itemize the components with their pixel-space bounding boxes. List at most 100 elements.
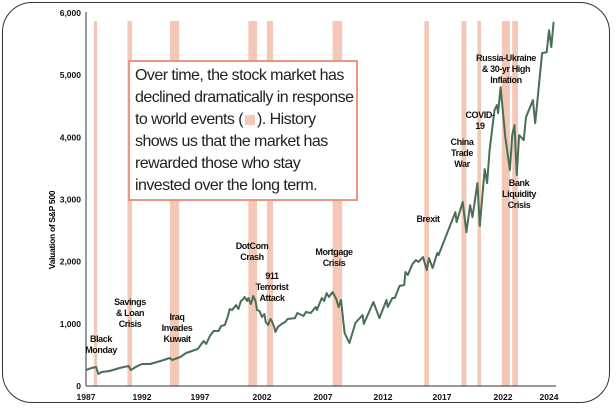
- data-point: [246, 300, 248, 302]
- data-point: [326, 292, 328, 294]
- data-point: [422, 256, 424, 258]
- data-point: [499, 86, 502, 88]
- event-band: [512, 21, 518, 386]
- data-point: [237, 308, 240, 310]
- data-point: [273, 326, 275, 328]
- data-point: [407, 274, 409, 276]
- data-point: [250, 303, 252, 305]
- data-point: [108, 370, 111, 372]
- data-point: [261, 316, 263, 318]
- data-point: [387, 306, 389, 308]
- data-point: [476, 182, 478, 184]
- event-band: [424, 21, 430, 386]
- data-point: [426, 269, 428, 271]
- data-point: [101, 371, 103, 373]
- data-point: [493, 109, 496, 111]
- data-point: [518, 134, 520, 136]
- data-point: [284, 321, 286, 323]
- callout-text-end: ). History shows us that the market has …: [135, 111, 328, 194]
- data-point: [235, 304, 237, 306]
- data-point: [479, 225, 481, 227]
- data-point: [546, 51, 548, 53]
- data-point: [471, 216, 474, 218]
- annotation-brexit: Brexit: [416, 214, 440, 224]
- data-point: [280, 323, 283, 325]
- data-point: [231, 309, 233, 311]
- x-tick-label: 2017: [433, 392, 452, 402]
- data-point: [486, 182, 488, 184]
- data-point: [335, 298, 337, 300]
- data-point: [553, 21, 555, 23]
- data-point: [226, 317, 228, 319]
- event-band-legend-swatch: [245, 114, 256, 125]
- data-point: [265, 321, 267, 323]
- data-point: [271, 320, 273, 322]
- data-point: [465, 231, 467, 233]
- data-point: [256, 309, 258, 311]
- data-point: [205, 343, 207, 345]
- data-point: [541, 52, 543, 54]
- data-point: [404, 271, 407, 273]
- data-point: [310, 312, 312, 314]
- data-point: [548, 29, 550, 31]
- data-point: [509, 169, 511, 171]
- data-point: [287, 318, 289, 320]
- data-point: [550, 46, 552, 48]
- annotation-dotcom-crash: DotCom Crash: [235, 241, 269, 262]
- y-tick-label: 3,000: [60, 195, 82, 205]
- data-point: [469, 204, 471, 206]
- data-point: [363, 323, 365, 325]
- data-point: [240, 300, 242, 302]
- data-point: [484, 168, 486, 170]
- callout-box: Over time, the stock market has declined…: [128, 60, 358, 201]
- data-point: [141, 363, 143, 365]
- data-point: [269, 318, 272, 320]
- data-point: [321, 297, 323, 299]
- y-tick-label: 1,000: [60, 319, 82, 329]
- data-point: [338, 306, 340, 308]
- data-point: [532, 99, 534, 101]
- data-point: [127, 365, 130, 367]
- y-tick-label: 2,000: [60, 257, 82, 267]
- data-point: [242, 298, 244, 300]
- data-point: [171, 359, 173, 361]
- data-point: [534, 122, 536, 124]
- y-tick-label: 4,000: [60, 132, 82, 142]
- data-point: [504, 136, 506, 138]
- event-band: [501, 21, 510, 386]
- data-point: [436, 252, 438, 254]
- data-point: [315, 306, 317, 308]
- data-point: [511, 134, 513, 136]
- data-point: [316, 309, 318, 311]
- event-band: [248, 21, 258, 386]
- data-point: [344, 332, 346, 334]
- data-point: [130, 369, 132, 371]
- y-tick-label: 5,000: [60, 70, 82, 80]
- x-tick-label: 2002: [253, 392, 272, 402]
- data-point: [340, 299, 342, 301]
- data-point: [255, 301, 257, 303]
- data-point: [302, 315, 305, 317]
- data-point: [523, 139, 525, 141]
- x-tick-label: 1992: [133, 392, 152, 402]
- data-point: [185, 352, 187, 354]
- data-point: [252, 295, 254, 297]
- data-point: [332, 291, 334, 293]
- annotation-911-terrorist-attack: 911 Terrorist Attack: [255, 271, 289, 303]
- data-point: [362, 314, 364, 316]
- data-point: [274, 331, 277, 333]
- data-point: [203, 340, 205, 342]
- annotation-bank-liquidity-crisis: Bank Liquidity Crisis: [502, 178, 536, 210]
- annotation-black-monday: Black Monday: [85, 334, 117, 355]
- data-point: [119, 367, 121, 369]
- x-tick-label: 2024: [540, 392, 559, 402]
- annotation-iraq-invades-kuwait: Iraq Invades Kuwait: [161, 312, 193, 344]
- data-point: [428, 257, 430, 259]
- data-point: [263, 313, 266, 315]
- data-point: [277, 326, 279, 328]
- data-point: [372, 301, 374, 303]
- data-point: [294, 317, 296, 319]
- y-tick-label: 0: [76, 381, 81, 391]
- event-band: [93, 21, 98, 386]
